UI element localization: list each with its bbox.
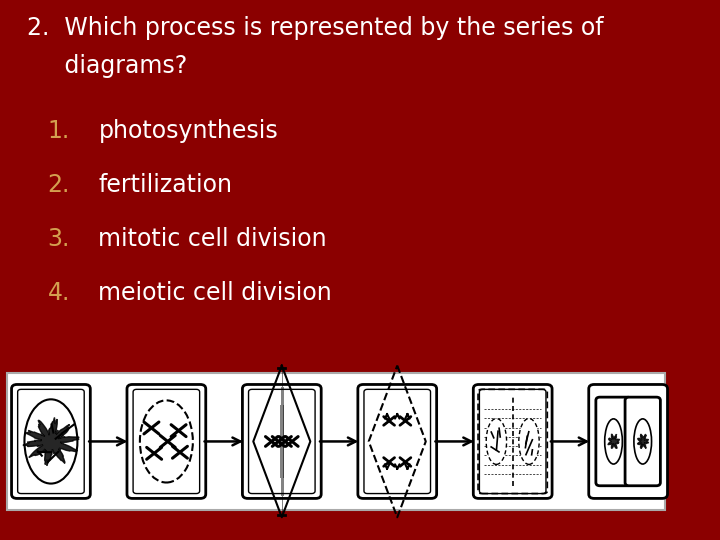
Ellipse shape — [634, 419, 652, 464]
Text: photosynthesis: photosynthesis — [99, 119, 278, 143]
FancyBboxPatch shape — [589, 384, 667, 498]
Text: 1.: 1. — [48, 119, 70, 143]
FancyBboxPatch shape — [243, 384, 321, 498]
FancyBboxPatch shape — [358, 384, 436, 498]
Ellipse shape — [140, 400, 193, 483]
Ellipse shape — [605, 419, 622, 464]
FancyBboxPatch shape — [6, 373, 665, 510]
FancyBboxPatch shape — [596, 397, 631, 486]
FancyBboxPatch shape — [127, 384, 206, 498]
FancyBboxPatch shape — [12, 384, 90, 498]
Text: mitotic cell division: mitotic cell division — [99, 227, 327, 251]
FancyBboxPatch shape — [364, 389, 431, 494]
Ellipse shape — [24, 399, 78, 484]
Text: 2.  Which process is represented by the series of: 2. Which process is represented by the s… — [27, 16, 604, 40]
FancyBboxPatch shape — [473, 384, 552, 498]
FancyBboxPatch shape — [248, 389, 315, 494]
Text: diagrams?: diagrams? — [27, 54, 187, 78]
FancyBboxPatch shape — [480, 389, 546, 494]
Text: 2.: 2. — [48, 173, 70, 197]
Text: meiotic cell division: meiotic cell division — [99, 281, 332, 305]
FancyBboxPatch shape — [18, 389, 84, 494]
FancyBboxPatch shape — [133, 389, 199, 494]
Polygon shape — [608, 434, 620, 449]
Text: 4.: 4. — [48, 281, 70, 305]
Text: fertilization: fertilization — [99, 173, 233, 197]
Polygon shape — [637, 434, 649, 449]
Text: 3.: 3. — [48, 227, 70, 251]
Polygon shape — [23, 417, 79, 465]
FancyBboxPatch shape — [625, 397, 660, 486]
Ellipse shape — [519, 418, 539, 464]
Ellipse shape — [486, 418, 507, 464]
